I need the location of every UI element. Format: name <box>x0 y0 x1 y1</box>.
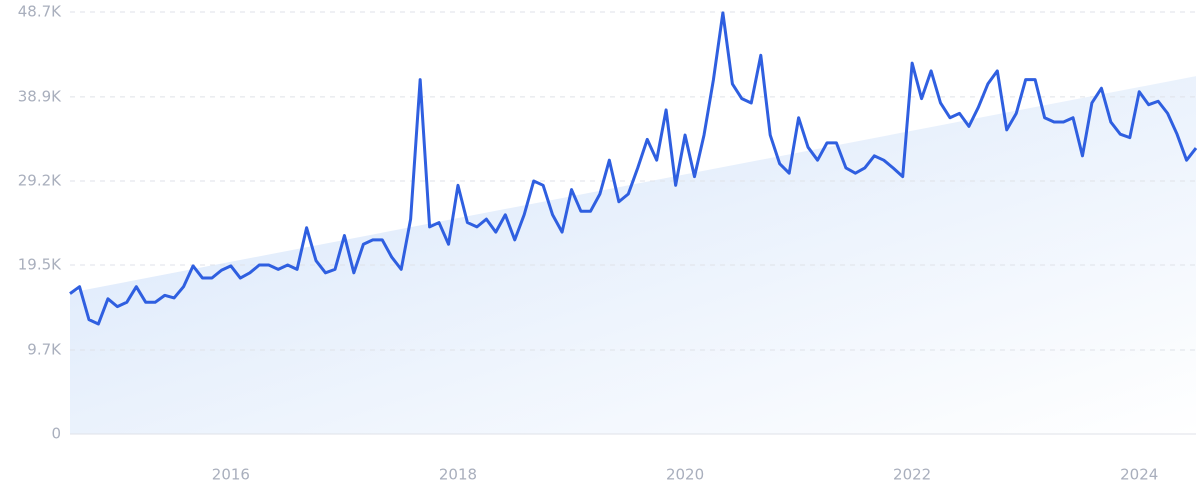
line <box>69 11 1198 326</box>
y-tick-label: 29.2K <box>18 171 62 189</box>
y-tick-label: 19.5K <box>18 256 62 274</box>
x-tick-label: 2020 <box>666 466 704 484</box>
y-tick-label: 48.7K <box>18 3 62 21</box>
x-tick-label: 2022 <box>893 466 931 484</box>
x-tick-label: 2024 <box>1120 466 1158 484</box>
x-tick-label: 2018 <box>439 466 477 484</box>
trend-area <box>70 76 1196 435</box>
y-tick-label: 38.9K <box>18 87 62 105</box>
y-tick-label: 9.7K <box>27 340 62 358</box>
y-tick-label: 0 <box>51 425 61 443</box>
x-tick-label: 2016 <box>212 466 250 484</box>
